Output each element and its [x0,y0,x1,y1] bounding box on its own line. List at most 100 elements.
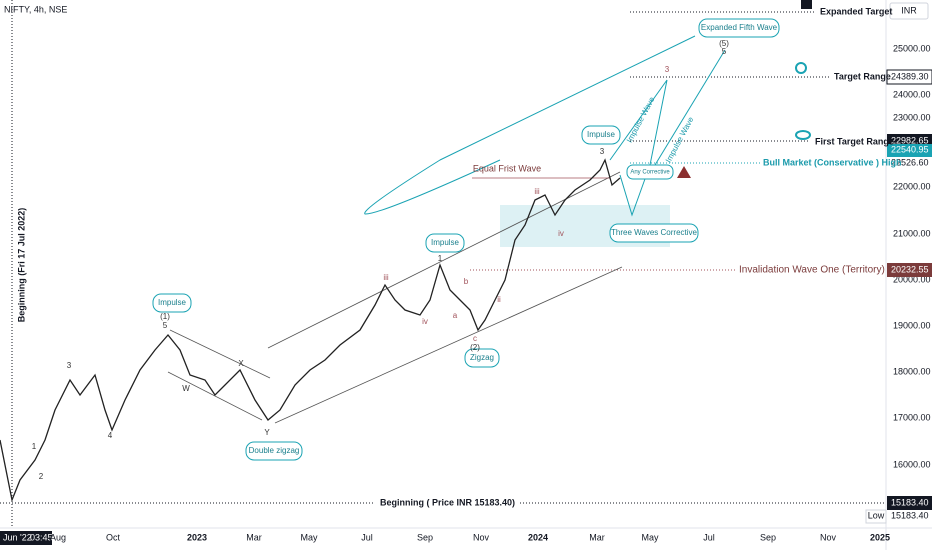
wave-label: (5) [719,39,729,48]
time-tick: 2023 [187,532,207,542]
wave-label: (2) [470,343,480,352]
time-tick: May [641,532,659,542]
bubble [425,233,465,253]
price-tick: 20000.00 [893,274,931,284]
time-tick: Sep [417,532,433,542]
currency: INR [901,5,917,15]
levels [0,11,886,504]
price-tag-text: 15183.40 [891,497,929,507]
time-tick: May [300,532,318,542]
bubble [698,18,780,38]
annotation: Equal Frist Wave [473,163,541,173]
bubble [626,164,674,180]
wave-label: (1) [160,312,170,321]
price-axis: 25000.00 24000.00 23000.00 22000.00 2100… [893,43,931,469]
wave-label: c [473,334,477,343]
price-tag [887,263,932,277]
channel [274,266,623,424]
time-tick: Aug [50,532,66,542]
time-tick: 03:45 [30,532,53,542]
wave-label: 3 [600,147,605,156]
time-tick: Nov [820,532,837,542]
wave-label: iii [534,187,540,196]
price-tick: 25000.00 [893,43,931,53]
time-axis: Aug Oct 2023 Mar May Jul Sep Nov 2024 Ma… [50,532,890,542]
annotation: Beginning ( Price INR 15183.40) [380,497,515,507]
price-tag [886,69,932,85]
time-tick: Nov [473,532,490,542]
price-tick: 24000.00 [893,89,931,99]
price-tick: 18000.00 [893,366,931,376]
low-box [865,509,887,524]
wave-label: b [464,277,469,286]
time-tick: Mar [589,532,605,542]
bubble-text: Impulse [158,298,187,307]
bubble [152,293,192,313]
wave-label: 3 [67,361,72,370]
symbol: NIFTY, 4h, NSE [4,4,67,14]
wave-label: a [453,311,458,320]
wave-label: Y [264,428,270,437]
time-tick: 2025 [870,532,890,542]
wave-label: W [182,384,190,393]
bubble [464,348,500,368]
channel [267,171,621,349]
wave-label: 4 [108,431,113,440]
price-tick: 21000.00 [893,228,931,238]
annotation: Bull Market (Conservative ) High [763,157,902,167]
price-tag [887,496,932,510]
bubble-text: Double zigzag [249,446,300,455]
wave-label: 5 [163,321,168,330]
flag-icon [801,0,812,9]
price-tag-text: 20232.55 [891,264,929,274]
wave-label: 1 [32,442,37,451]
time-tick: Sep [760,532,776,542]
price-path [0,158,621,503]
wave-label: iii [383,273,389,282]
low-label: Low [868,510,885,520]
low-value: 15183.40 [891,510,929,520]
price-tag-text: 24389.30 [891,71,929,81]
channel [167,371,263,421]
annotation: Expanded Target [820,6,892,16]
time-tick: Jun '22 [3,532,32,542]
time-tick: Mar [246,532,262,542]
wave-label: 3 [665,65,670,74]
price-tag-text: 22526.60 [891,157,929,167]
projection [654,49,726,166]
wave-label: ii [497,295,501,304]
wave-label: iv [558,229,564,238]
bubble [245,441,303,461]
eye-icon [795,130,811,140]
channel [169,329,271,379]
time-tick: Jul [361,532,373,542]
price-tag-text: 22982.65 [891,135,929,145]
time-tick: 2024 [528,532,548,542]
search-icon [795,62,807,74]
annotation: Invalidation Wave One (Territory) [739,265,885,276]
annotation: Target Range [834,71,891,81]
wave-label: 1 [438,254,443,263]
annotation: Beginning (Fri 17 Jul 2022) [16,208,26,323]
wave-label: iv [422,317,428,326]
bubble-text: Zigzag [470,353,494,362]
price-tick: 16000.00 [893,459,931,469]
time-tick: Oct [106,532,121,542]
bubble-text: Three Waves Corrective [611,228,698,237]
price-tick: 19000.00 [893,320,931,330]
bubble-text: Any Corrective [630,170,670,176]
warning-icon [677,166,691,178]
currency-box [889,2,929,20]
price-tick: 23000.00 [893,112,931,122]
bubble-text: Impulse [431,238,460,247]
wave-label: 2 [39,472,44,481]
price-tag [887,144,932,157]
time-tick: Jul [703,532,715,542]
price-tick: 17000.00 [893,412,931,422]
price-tick: 22000.00 [893,181,931,191]
channels [167,171,623,424]
bubble-text: Impulse [587,130,616,139]
projection [364,35,696,215]
